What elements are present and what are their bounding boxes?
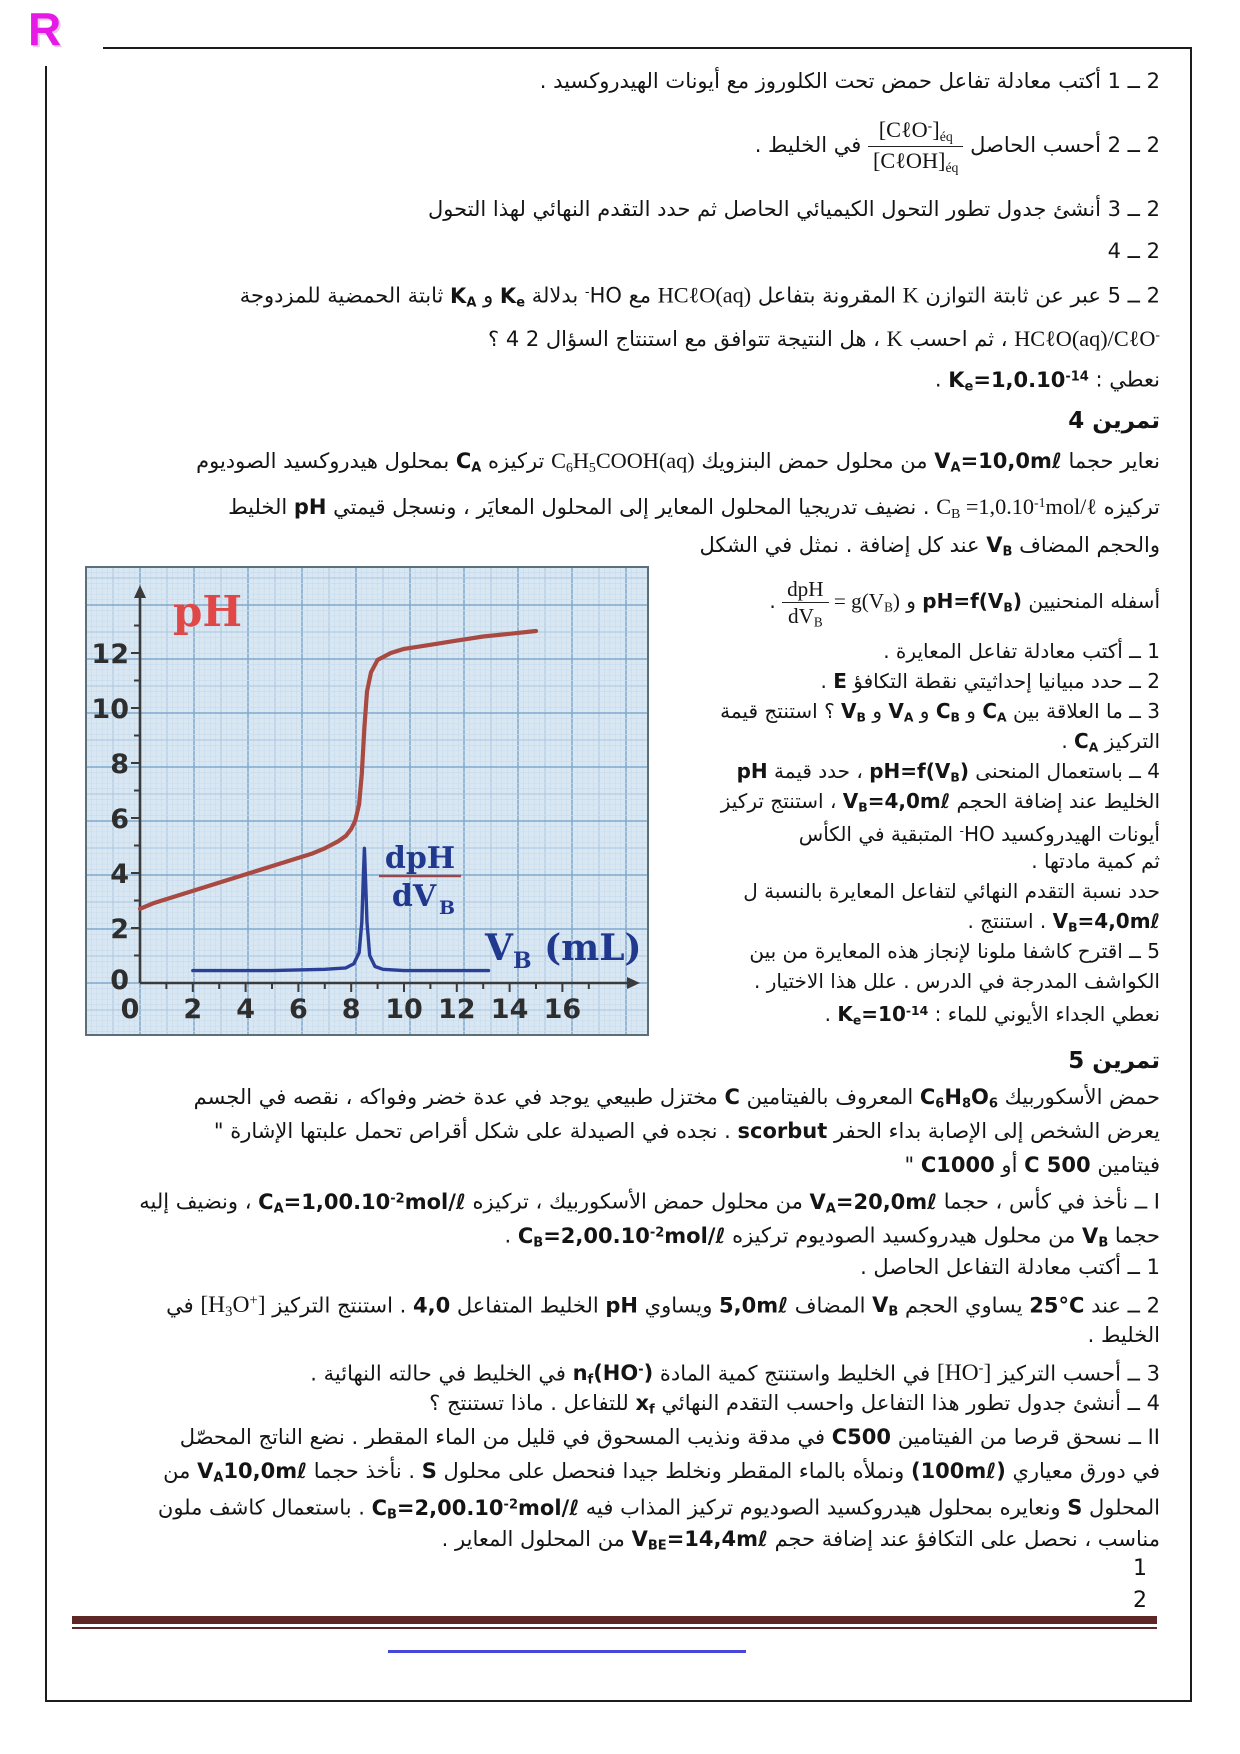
exercise-4-questions: أسفله المنحنيين pH=f(VB) و dpH dVB = g(VB…	[648, 566, 1161, 1028]
text-line: أسفله المنحنيين pH=f(VB) و dpH dVB = g(VB…	[769, 576, 1160, 630]
text-line: نعطي الجداء الأيوني للماء : Ke=10-14 .	[824, 1002, 1160, 1028]
text-line: 2 ــ 1 أكتب معادلة تفاعل حمض تحت الكلورو…	[539, 69, 1160, 93]
text-line: HCℓO(aq)/CℓO- ، ثم احسب K ، هل النتيجة ت…	[487, 325, 1160, 351]
text-line: 2 ــ 4	[1107, 239, 1160, 263]
text-line: أيونات الهيدروكسيد HO- المتبقية في الكأس	[798, 822, 1160, 847]
text-line: الخليط عند إضافة الحجم VB=4,0mℓ ، استنتج…	[720, 789, 1160, 815]
text-line: 2 ــ 3 أنشئ جدول تطور التحول الكيميائي ا…	[428, 197, 1160, 221]
header-rule	[103, 47, 1192, 49]
x-tick-label: 14	[491, 994, 529, 1025]
section-2-block: 2 ــ 1 أكتب معادلة تفاعل حمض تحت الكلورو…	[85, 60, 1160, 398]
exercise-4-block: تمرين 4 نعاير حجما VA=10,0mℓ من محلول حم…	[85, 402, 1160, 566]
y-tick-label: 6	[110, 804, 129, 835]
text-line: 3 ــ ما العلاقة بين CA و CB و VA و VB ؟ …	[720, 699, 1160, 725]
derivative-label-den-sub: B	[439, 897, 455, 919]
page-number-2: 2	[1133, 1588, 1147, 1613]
text-line: 4 ــ أنشئ جدول تطور هذا التفاعل واحسب ال…	[429, 1391, 1160, 1418]
y-axis-title: pH	[173, 587, 242, 636]
footer-rule-thick	[72, 1616, 1157, 1624]
x-tick-label: 4	[236, 994, 255, 1025]
y-tick-label: 4	[110, 859, 129, 890]
text-line: 1 ــ أكتب معادلة تفاعل المعايرة .	[883, 639, 1160, 663]
text-line: 2 ــ 5 عبر عن ثابتة التوازن K المقرونة ب…	[239, 282, 1160, 311]
frame-right	[1190, 48, 1192, 1702]
brand-logo: R	[28, 3, 62, 55]
text-line: I ــ نأخذ في كأس ، حجما VA=20,0mℓ من محل…	[139, 1189, 1160, 1217]
frame-left	[45, 66, 47, 1702]
text-line: يعرض الشخص إلى الإصابة بداء الحفر scorbu…	[213, 1119, 1160, 1143]
text-line: حجما VB من محلول هيدروكسيد الصوديوم تركي…	[504, 1223, 1161, 1251]
text-line: 2 ــ 2 أحسب الحاصل [CℓO-]éq [CℓOH]éq في ا…	[754, 116, 1160, 175]
exercise-5-block: تمرين 5 حمض الأسكوربيك C6H8O6 المعروف با…	[85, 1042, 1160, 1556]
text-line: 2 ــ حدد مبيانيا إحداثيتي نقطة التكافؤ E…	[820, 669, 1161, 693]
footer-link-rule	[388, 1650, 746, 1653]
exercise-4-intro: نعاير حجما VA=10,0mℓ من محلول حمض البنزو…	[85, 440, 1160, 566]
text-line: فيتامين C 500 أو C1000 "	[904, 1153, 1160, 1177]
text-line: الكواشف المدرجة في الدرس . علل هذا الاخت…	[754, 969, 1160, 993]
text-line: 3 ــ أحسب التركيز [HO-] في الخليط واستنت…	[310, 1360, 1160, 1388]
ph-curve	[137, 628, 539, 911]
text-line: ثم كمية مادتها .	[1031, 849, 1160, 873]
x-tick-label: 16	[544, 994, 582, 1025]
x-tick-label: 10	[385, 994, 423, 1025]
y-tick-label: 2	[110, 914, 129, 945]
text-line: 4 ــ باستعمال المنحنى pH=f(VB) ، حدد قيم…	[736, 759, 1160, 785]
text-line: 1 ــ أكتب معادلة التفاعل الحاصل .	[860, 1255, 1160, 1279]
text-line: في دورق معياري (100mℓ) ونملأه بالماء الم…	[163, 1459, 1160, 1486]
x-axis-arrow	[627, 977, 640, 989]
x-axis-title: VB (mL)	[484, 927, 642, 974]
derivative-curve	[191, 846, 491, 973]
x-tick-label: 8	[342, 994, 361, 1025]
x-tick-label: 12	[438, 994, 476, 1025]
text-line: نعطي : Ke=1,0.10-14 .	[934, 367, 1160, 395]
footer-rule-thin	[72, 1627, 1157, 1629]
text-line: مناسب ، نحصل على التكافؤ عند إضافة حجم V…	[441, 1527, 1160, 1554]
exercise-4-title: تمرين 4	[1068, 408, 1160, 434]
frame-bottom	[45, 1700, 1192, 1702]
y-tick-label: 0	[110, 965, 129, 996]
derivative-label-den: dV	[392, 879, 437, 914]
text-line: الخليط .	[1087, 1323, 1160, 1347]
text-line: تركيزه CB =1,0.10-1mol/ℓ . نضيف تدريجيا …	[228, 493, 1160, 521]
derivative-label-num: dpH	[385, 841, 455, 876]
text-line: حمض الأسكوربيك C6H8O6 المعروف بالفيتامين…	[193, 1085, 1160, 1112]
titration-figure: 0 2 4 6 8 10 12 14 16 0 2 4 6 8 10 12 pH dpH dV B VB (mL)	[85, 566, 649, 1036]
y-tick-label: 12	[91, 639, 129, 670]
text-line: التركيز CA .	[1061, 729, 1160, 755]
text-line: II ــ نسحق قرصا من الفيتامين C500 في مدق…	[179, 1425, 1160, 1449]
x-tick-label: 6	[289, 994, 308, 1025]
exercise-5-lines: حمض الأسكوربيك C6H8O6 المعروف بالفيتامين…	[85, 1080, 1160, 1556]
x-tick-label: 2	[183, 994, 202, 1025]
x-tick-label: 0	[121, 994, 140, 1025]
y-tick-label: 10	[91, 694, 129, 725]
text-line: 5 ــ اقترح كاشفا ملونا لإنجاز هذه المعاي…	[749, 939, 1160, 963]
text-line: نعاير حجما VA=10,0mℓ من محلول حمض البنزو…	[196, 448, 1160, 476]
y-tick-label: 8	[110, 749, 129, 780]
exercise-5-title: تمرين 5	[1068, 1048, 1160, 1074]
text-line: 2 ــ عند 25°C يساوي الحجم VB المضاف 5,0m…	[166, 1292, 1160, 1321]
text-line: VB=4,0mℓ . استنتج .	[967, 909, 1160, 935]
y-axis-arrow	[134, 585, 146, 598]
text-line: المحلول S ونعايره بمحلول هيدروكسيد الصود…	[157, 1495, 1160, 1523]
text-line: حدد نسبة التقدم النهائي لتفاعل المعايرة …	[743, 879, 1160, 903]
text-line: والحجم المضاف VB عند كل إضافة . نمثل في …	[699, 533, 1160, 560]
page-number-1: 1	[1133, 1556, 1147, 1581]
